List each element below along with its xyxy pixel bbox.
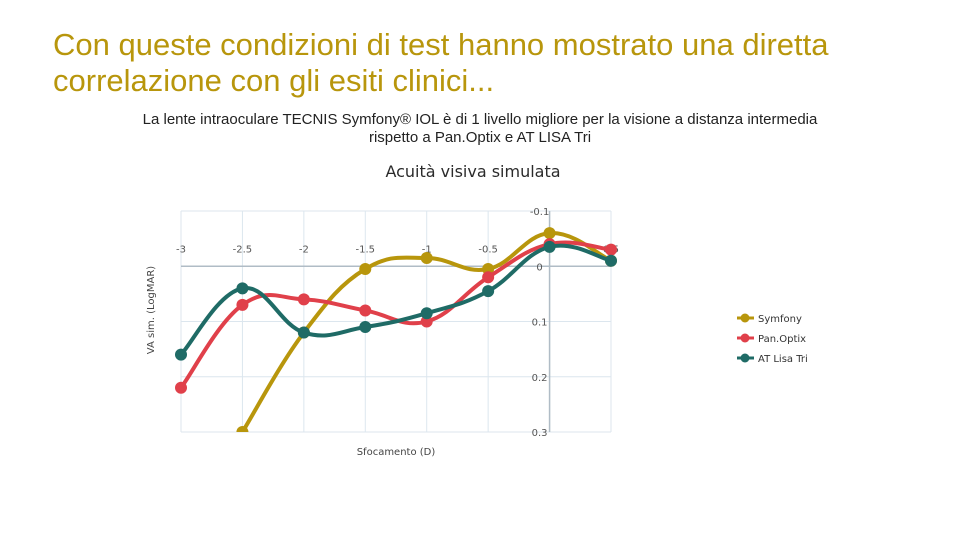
data-point — [236, 298, 249, 311]
y-tick-label: -0.1 — [530, 207, 550, 218]
data-point — [175, 381, 187, 394]
data-point — [605, 243, 617, 256]
data-point — [482, 285, 495, 298]
y-tick-label: 0.3 — [532, 428, 548, 439]
chart-title: Acuità visiva simulata — [385, 162, 561, 181]
y-tick-label: 0.1 — [532, 318, 548, 329]
legend-swatch-marker — [740, 313, 750, 323]
series-pan-optix — [175, 238, 617, 394]
data-point — [482, 263, 495, 276]
data-point — [420, 251, 433, 264]
data-point — [359, 263, 372, 276]
x-tick-label: -3 — [176, 244, 186, 255]
data-point — [543, 240, 556, 253]
legend-label: Symfony — [758, 314, 802, 325]
legend-label: Pan.Optix — [758, 334, 806, 345]
y-axis-title: VA sim. (LogMAR) — [146, 266, 157, 354]
data-point — [236, 282, 249, 295]
data-point — [420, 315, 433, 328]
legend-swatch-marker — [740, 353, 750, 363]
data-point — [297, 293, 310, 306]
x-tick-label: -0.5 — [478, 244, 498, 255]
slide-title: Con queste condizioni di test hanno most… — [53, 27, 829, 98]
y-tick-label: 0 — [536, 262, 542, 273]
series-line — [179, 240, 613, 390]
x-axis-title: Sfocamento (D) — [357, 447, 436, 458]
slide-subtitle: La lente intraoculare TECNIS Symfony® IO… — [142, 111, 818, 146]
series-at-lisa-tri — [175, 240, 617, 361]
data-point — [482, 271, 495, 284]
data-point — [359, 304, 372, 317]
y-tick-label: 0.2 — [532, 373, 548, 384]
data-point — [605, 254, 617, 267]
legend-swatch-marker — [740, 333, 750, 343]
data-point — [175, 348, 187, 361]
data-point — [420, 307, 433, 320]
x-tick-label: -1 — [422, 244, 432, 255]
data-point — [236, 426, 249, 432]
data-point — [297, 326, 310, 339]
x-tick-label: -2.5 — [233, 244, 253, 255]
x-tick-label: -1.5 — [356, 244, 376, 255]
data-point — [359, 321, 372, 334]
data-point — [543, 227, 556, 240]
legend-label: AT Lisa Tri — [758, 354, 808, 365]
x-tick-label: -2 — [299, 244, 309, 255]
